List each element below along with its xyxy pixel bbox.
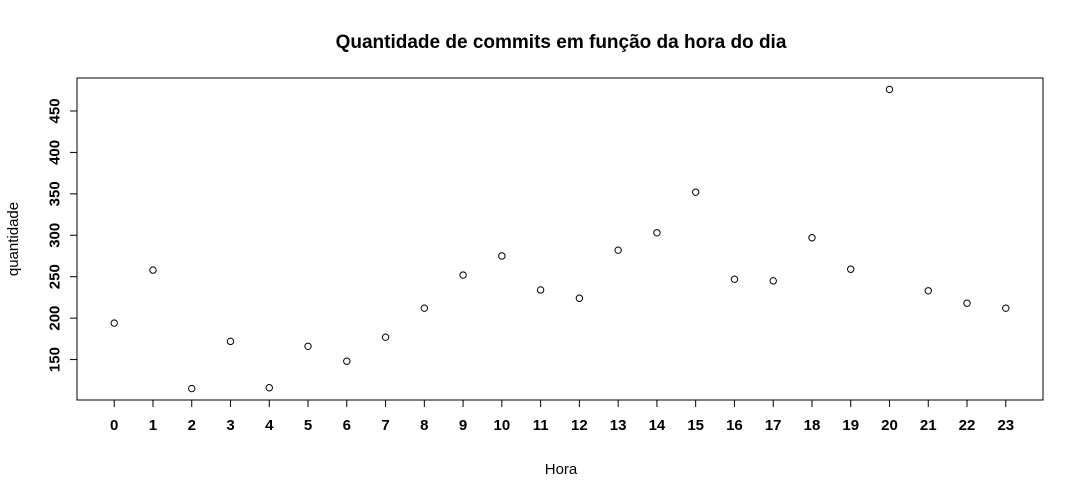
x-tick-label: 17 bbox=[765, 417, 782, 434]
y-tick-label: 250 bbox=[47, 264, 64, 289]
data-point bbox=[304, 342, 312, 351]
x-tick-label: 21 bbox=[920, 417, 937, 434]
x-tick-label: 6 bbox=[343, 417, 351, 434]
y-tick-label: 350 bbox=[47, 181, 64, 206]
x-tick-label: 22 bbox=[959, 417, 976, 434]
y-tick-label: 200 bbox=[47, 306, 64, 331]
x-tick-label: 2 bbox=[188, 417, 196, 434]
x-axis: 0 1 2 3 4 5 6 7 8 9 10 11 12 13 14 15 16 17 18 19 20 21 22 23 bbox=[110, 399, 1014, 434]
data-point bbox=[381, 333, 390, 341]
x-tick-label: 14 bbox=[649, 417, 666, 434]
data-point bbox=[149, 266, 157, 274]
x-tick-label: 16 bbox=[726, 417, 743, 434]
data-point bbox=[614, 246, 622, 254]
x-tick-label: 10 bbox=[494, 417, 511, 434]
x-tick-label: 8 bbox=[420, 417, 428, 434]
data-point bbox=[459, 271, 467, 279]
data-point bbox=[691, 188, 700, 196]
data-point bbox=[963, 299, 971, 307]
y-tick-label: 300 bbox=[47, 223, 64, 248]
chart-title: Quantidade de commits em função da hora … bbox=[336, 32, 787, 53]
x-tick-label: 5 bbox=[304, 417, 312, 434]
data-point bbox=[653, 229, 661, 237]
x-tick-label: 0 bbox=[110, 417, 118, 434]
y-axis-label: quantidade bbox=[5, 202, 22, 276]
y-axis: 150 200 250 300 350 400 450 bbox=[47, 98, 78, 372]
y-tick-label: 400 bbox=[47, 140, 64, 165]
x-tick-label: 7 bbox=[381, 417, 389, 434]
x-axis-label: Hora bbox=[545, 461, 578, 478]
x-tick-label: 18 bbox=[804, 417, 821, 434]
y-tick-label: 150 bbox=[47, 347, 64, 372]
data-point bbox=[265, 384, 273, 392]
data-point bbox=[226, 337, 235, 346]
data-point bbox=[188, 384, 196, 393]
x-tick-label: 20 bbox=[881, 417, 898, 434]
x-tick-label: 19 bbox=[842, 417, 859, 434]
data-point bbox=[575, 294, 584, 302]
data-point bbox=[730, 275, 739, 283]
data-points bbox=[110, 85, 1010, 393]
data-point bbox=[420, 304, 429, 312]
data-point bbox=[924, 287, 932, 295]
data-point bbox=[498, 252, 506, 260]
x-tick-label: 23 bbox=[997, 417, 1014, 434]
data-point bbox=[808, 234, 816, 242]
data-point bbox=[536, 286, 545, 294]
y-tick-label: 450 bbox=[47, 98, 64, 123]
data-point bbox=[343, 357, 351, 365]
x-tick-label: 11 bbox=[533, 417, 549, 434]
plot-frame bbox=[76, 77, 1044, 401]
data-point bbox=[110, 319, 118, 327]
x-tick-label: 4 bbox=[265, 417, 274, 434]
x-tick-label: 1 bbox=[149, 417, 157, 434]
x-tick-label: 12 bbox=[571, 417, 588, 434]
x-tick-label: 3 bbox=[226, 417, 234, 434]
x-tick-label: 13 bbox=[610, 417, 627, 434]
x-tick-label: 15 bbox=[687, 417, 704, 434]
data-point bbox=[1002, 304, 1010, 312]
x-tick-label: 9 bbox=[459, 417, 467, 434]
data-point bbox=[769, 277, 777, 285]
data-point bbox=[885, 85, 894, 94]
data-point bbox=[847, 265, 855, 273]
